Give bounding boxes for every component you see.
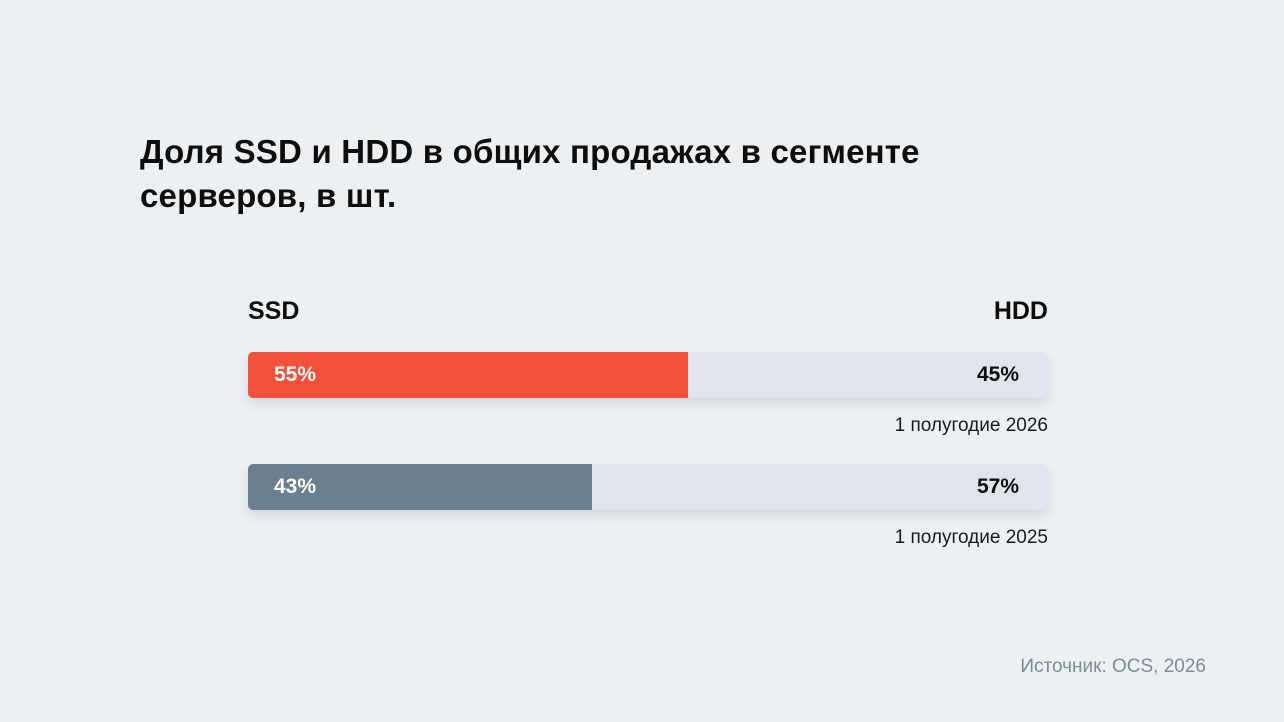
bar-value-ssd-2025: 43% <box>274 475 317 498</box>
bar-category-label: 1 полугодие 2025 <box>894 527 1048 548</box>
bar-category-label: 1 полугодие 2026 <box>894 415 1048 436</box>
stacked-bar-chart: SSD HDD 55% 45% 1 полугодие 2026 43% 57%… <box>248 296 1048 566</box>
bar-fill-ssd-2026 <box>248 352 688 398</box>
bar-row-2025: 43% 57% 1 полугодие 2025 <box>248 464 1048 548</box>
bar-row-2026: 55% 45% 1 полугодие 2026 <box>248 352 1048 436</box>
bar-track: 55% 45% <box>248 352 1048 398</box>
chart-title: Доля SSD и HDD в общих продажах в сегмен… <box>140 133 920 214</box>
legend-hdd: HDD <box>993 297 1048 325</box>
bar-track: 43% 57% <box>248 464 1048 510</box>
bar-value-hdd-2025: 57% <box>976 475 1019 498</box>
legend-ssd: SSD <box>248 297 300 325</box>
bar-value-ssd-2026: 55% <box>274 363 317 386</box>
bar-fill-ssd-2025 <box>248 464 592 510</box>
source-note: Источник: OCS, 2026 <box>1020 656 1206 677</box>
bar-value-hdd-2026: 45% <box>976 363 1019 386</box>
